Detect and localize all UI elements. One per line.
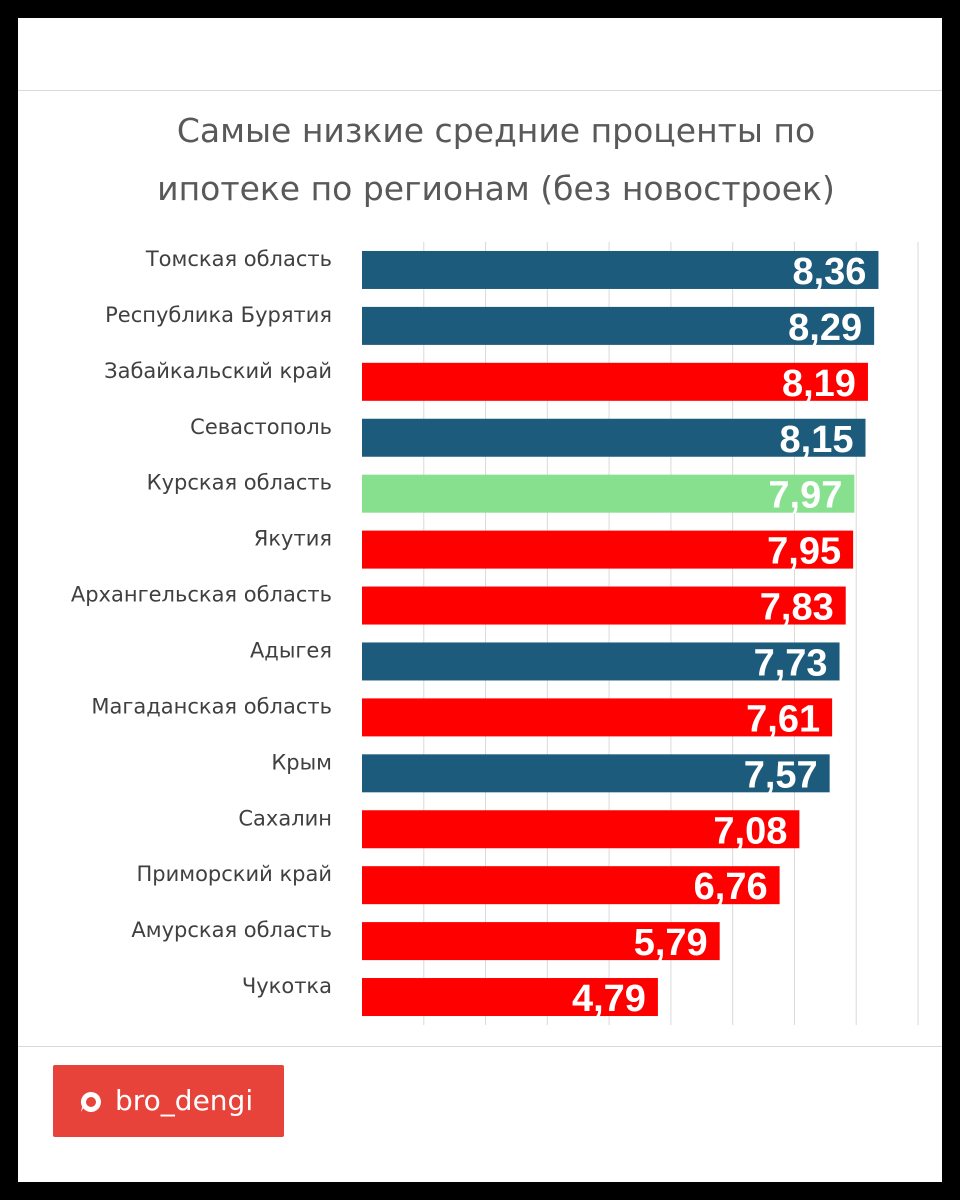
chart-title-line-1: Самые низкие средние проценты по xyxy=(177,111,815,150)
value-label: 7,95 xyxy=(767,531,841,573)
value-label: 7,97 xyxy=(768,475,842,517)
bar xyxy=(362,754,830,793)
value-labels: 8,36 8,29 8,19 8,15 7,97 7,95 7,83 7,73 7,61 7,57… xyxy=(572,251,867,1020)
bar xyxy=(362,586,846,625)
value-label: 7,57 xyxy=(744,754,818,796)
value-label: 6,76 xyxy=(694,866,768,908)
value-label: 7,08 xyxy=(713,810,787,852)
category-label: Томская область xyxy=(145,247,332,271)
value-label: 8,19 xyxy=(782,363,856,405)
top-divider xyxy=(18,90,942,91)
value-label: 7,73 xyxy=(754,642,828,684)
bar xyxy=(362,530,854,569)
category-label: Республика Бурятия xyxy=(105,303,332,327)
category-label: Приморский край xyxy=(136,862,332,886)
category-label: Крым xyxy=(271,750,332,774)
category-label: Адыгея xyxy=(250,638,332,662)
bar xyxy=(362,978,658,1017)
category-label: Амурская область xyxy=(131,918,332,942)
value-label: 7,61 xyxy=(746,698,820,740)
category-label: Архангельская область xyxy=(71,583,332,607)
bottom-divider xyxy=(18,1046,942,1047)
category-label: Курская область xyxy=(147,471,332,495)
category-label: Якутия xyxy=(254,527,332,551)
category-label: Севастополь xyxy=(190,415,332,439)
value-label: 4,79 xyxy=(572,978,646,1020)
author-handle: bro_dengi xyxy=(115,1084,254,1117)
bar xyxy=(362,642,840,681)
chart-card: Самые низкие средние проценты по ипотеке… xyxy=(18,18,942,1182)
bar xyxy=(362,362,868,401)
bar xyxy=(362,250,879,289)
bars xyxy=(362,250,879,1017)
category-label: Забайкальский край xyxy=(104,359,332,383)
chat-bubble-icon xyxy=(80,1092,101,1112)
bar xyxy=(362,866,780,905)
value-label: 5,79 xyxy=(634,922,708,964)
bar xyxy=(362,418,866,457)
value-label: 7,83 xyxy=(760,587,834,629)
bar xyxy=(362,922,720,961)
category-labels: Томская область Республика Бурятия Забайка… xyxy=(71,247,332,998)
chart-title: Самые низкие средние проценты по ипотеке… xyxy=(157,111,835,208)
category-label: Магаданская область xyxy=(91,694,332,718)
author-badge[interactable]: bro_dengi xyxy=(53,1065,284,1137)
value-label: 8,15 xyxy=(780,419,854,461)
gridlines xyxy=(423,242,919,1025)
bar-chart: Самые низкие средние проценты по ипотеке… xyxy=(71,111,919,1025)
bar xyxy=(362,474,855,513)
value-label: 8,29 xyxy=(788,307,862,349)
chart-title-line-2: ипотеке по регионам (без новостроек) xyxy=(157,169,835,208)
category-label: Чукотка xyxy=(242,974,332,998)
bar xyxy=(362,306,875,345)
value-label: 8,36 xyxy=(792,251,866,293)
bar xyxy=(362,810,800,849)
category-label: Сахалин xyxy=(238,806,332,830)
bar xyxy=(362,698,833,737)
